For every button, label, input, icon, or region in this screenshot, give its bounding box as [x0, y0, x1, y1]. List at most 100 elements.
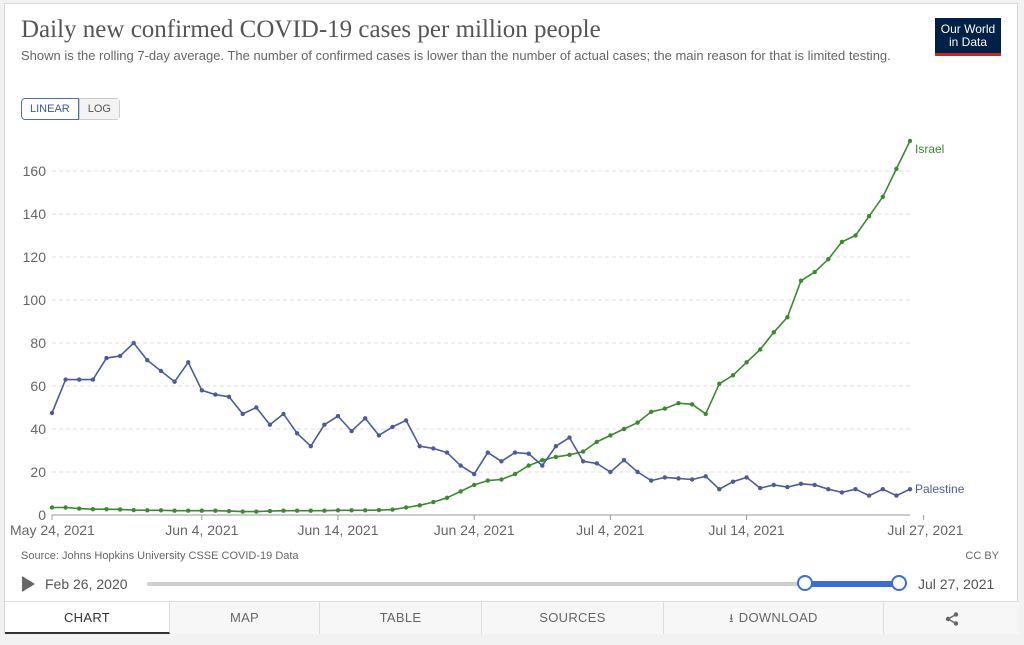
palestine-point[interactable] — [853, 487, 858, 492]
palestine-point[interactable] — [444, 450, 450, 455]
palestine-point[interactable] — [131, 340, 136, 346]
palestine-point[interactable] — [49, 410, 55, 416]
israel-point[interactable] — [608, 433, 613, 438]
palestine-point[interactable] — [145, 358, 150, 363]
palestine-point[interactable] — [281, 411, 286, 417]
israel-point[interactable] — [744, 360, 749, 365]
israel-point[interactable] — [199, 508, 204, 513]
palestine-point[interactable] — [758, 485, 763, 491]
palestine-point[interactable] — [472, 471, 477, 477]
linear-scale-button[interactable]: LINEAR — [21, 98, 79, 120]
palestine-point[interactable] — [703, 474, 708, 479]
israel-point[interactable] — [158, 508, 164, 513]
israel-point[interactable] — [172, 508, 177, 513]
palestine-point[interactable] — [580, 459, 586, 464]
palestine-point[interactable] — [839, 490, 845, 495]
palestine-point[interactable] — [254, 405, 259, 410]
israel-point[interactable] — [798, 278, 804, 283]
palestine-point[interactable] — [826, 487, 831, 492]
palestine-point[interactable] — [499, 459, 504, 464]
palestine-point[interactable] — [267, 422, 273, 427]
israel-point[interactable] — [431, 499, 436, 505]
israel-point[interactable] — [580, 449, 586, 454]
israel-point[interactable] — [390, 507, 395, 512]
israel-point[interactable] — [376, 507, 382, 513]
israel-point[interactable] — [308, 508, 313, 513]
israel-point[interactable] — [444, 495, 450, 500]
timeline-track[interactable] — [147, 582, 899, 586]
israel-point[interactable] — [104, 507, 109, 512]
israel-point[interactable] — [294, 508, 300, 513]
license-link[interactable]: CC BY — [965, 550, 999, 562]
palestine-point[interactable] — [894, 493, 899, 498]
timeline-start-handle[interactable] — [797, 575, 813, 591]
palestine-point[interactable] — [403, 418, 409, 423]
palestine-point[interactable] — [866, 493, 872, 498]
israel-point[interactable] — [567, 452, 572, 457]
israel-point[interactable] — [254, 509, 259, 514]
palestine-point[interactable] — [308, 444, 313, 449]
israel-point[interactable] — [621, 426, 627, 432]
palestine-point[interactable] — [553, 444, 559, 449]
palestine-line[interactable] — [51, 342, 911, 497]
israel-point[interactable] — [894, 166, 899, 172]
palestine-point[interactable] — [594, 461, 599, 466]
israel-point[interactable] — [662, 406, 668, 411]
palestine-point[interactable] — [431, 446, 436, 451]
israel-point[interactable] — [458, 489, 463, 494]
palestine-point[interactable] — [540, 463, 545, 468]
palestine-point[interactable] — [771, 482, 776, 488]
palestine-point[interactable] — [662, 475, 668, 480]
israel-point[interactable] — [267, 508, 273, 514]
israel-point[interactable] — [131, 507, 136, 513]
palestine-point[interactable] — [526, 451, 531, 456]
israel-point[interactable] — [90, 507, 96, 512]
palestine-point[interactable] — [213, 392, 218, 397]
palestine-point[interactable] — [485, 450, 490, 455]
palestine-point[interactable] — [172, 379, 177, 384]
palestine-point[interactable] — [907, 487, 913, 492]
israel-series-label[interactable]: Israel — [915, 142, 944, 156]
palestine-point[interactable] — [417, 444, 422, 449]
israel-point[interactable] — [335, 508, 341, 513]
israel-point[interactable] — [594, 439, 599, 445]
palestine-point[interactable] — [744, 475, 749, 480]
israel-point[interactable] — [853, 233, 858, 238]
palestine-point[interactable] — [717, 487, 722, 492]
israel-point[interactable] — [145, 508, 150, 513]
palestine-point[interactable] — [158, 368, 164, 374]
israel-point[interactable] — [417, 503, 422, 508]
israel-point[interactable] — [771, 330, 776, 335]
tab-download[interactable]: ⭳ DOWNLOAD — [664, 602, 884, 634]
palestine-point[interactable] — [349, 428, 354, 434]
israel-point[interactable] — [49, 505, 55, 510]
israel-point[interactable] — [907, 138, 913, 144]
israel-point[interactable] — [880, 194, 885, 199]
israel-point[interactable] — [403, 505, 409, 510]
palestine-point[interactable] — [512, 450, 518, 455]
israel-point[interactable] — [213, 508, 218, 513]
tab-table[interactable]: TABLE — [320, 602, 482, 634]
israel-point[interactable] — [839, 239, 845, 245]
israel-point[interactable] — [485, 478, 490, 483]
israel-point[interactable] — [499, 477, 504, 482]
israel-point[interactable] — [540, 458, 545, 463]
israel-point[interactable] — [186, 508, 191, 513]
israel-point[interactable] — [812, 269, 817, 275]
israel-point[interactable] — [785, 315, 790, 320]
play-icon[interactable] — [22, 576, 35, 592]
israel-point[interactable] — [281, 508, 286, 513]
israel-point[interactable] — [649, 409, 654, 414]
palestine-series-label[interactable]: Palestine — [915, 482, 965, 496]
palestine-point[interactable] — [880, 487, 885, 492]
israel-line[interactable] — [52, 140, 911, 513]
palestine-point[interactable] — [363, 416, 368, 421]
israel-point[interactable] — [826, 257, 831, 262]
owid-logo[interactable]: Our World in Data — [935, 18, 1001, 56]
palestine-point[interactable] — [635, 469, 640, 475]
israel-point[interactable] — [322, 508, 327, 513]
palestine-point[interactable] — [117, 353, 123, 359]
israel-point[interactable] — [758, 347, 763, 352]
palestine-point[interactable] — [240, 411, 245, 417]
israel-point[interactable] — [472, 482, 477, 488]
